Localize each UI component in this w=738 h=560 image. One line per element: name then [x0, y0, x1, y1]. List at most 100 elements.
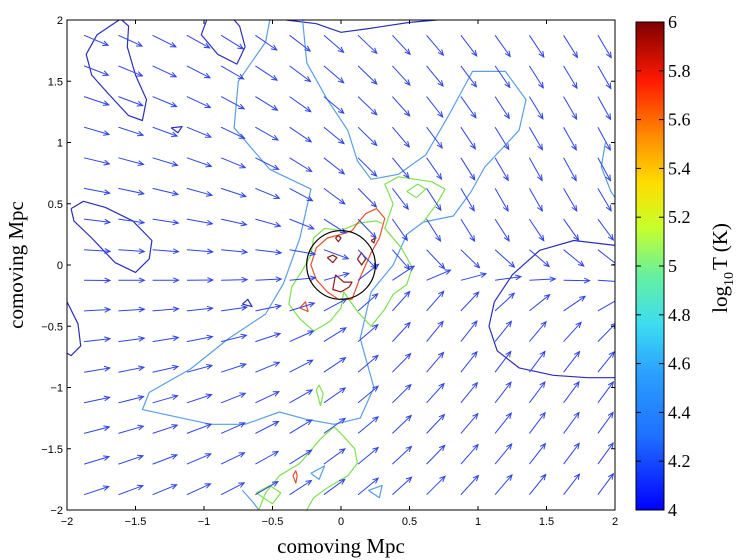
velocity-arrow-80: [84, 336, 112, 343]
velocity-arrow-145: [118, 218, 146, 225]
colorbar-tick-label-6: 5.2: [668, 207, 691, 227]
velocity-arrow-215: [323, 96, 345, 114]
velocity-arrow-26: [426, 444, 446, 465]
velocity-arrow-255: [597, 35, 612, 59]
colorbar-label-unit: T (K): [708, 223, 732, 270]
velocity-arrow-152: [357, 218, 377, 239]
colorbar-label-subscript: 10: [722, 272, 737, 286]
velocity-arrow-3: [186, 483, 212, 496]
velocity-arrow-232: [357, 65, 378, 85]
colorbar-label-log: log: [708, 286, 732, 313]
velocity-arrow-89: [392, 321, 411, 342]
velocity-arrow-182: [289, 157, 313, 173]
velocity-arrow-43: [460, 412, 479, 434]
velocity-arrow-100: [221, 305, 248, 312]
velocity-arrow-33: [118, 424, 145, 434]
velocity-arrow-93: [529, 320, 547, 342]
velocity-arrow-233: [392, 65, 411, 87]
velocity-arrow-246: [289, 34, 312, 52]
velocity-arrow-105: [392, 290, 411, 312]
velocity-arrow-62: [563, 380, 580, 404]
velocity-arrow-159: [597, 218, 615, 241]
colorbar-tick-label-2: 4.4: [668, 402, 691, 422]
velocity-arrow-46: [563, 411, 580, 434]
contour-5-line-1: [288, 176, 446, 332]
velocity-arrow-206: [563, 126, 577, 151]
velocity-arrow-249: [392, 34, 411, 56]
x-tick-label-8: 2: [612, 516, 618, 528]
velocity-arrow-77: [529, 350, 546, 373]
velocity-arrow-129: [118, 248, 146, 255]
velocity-arrow-15: [597, 472, 615, 495]
velocity-arrow-199: [323, 126, 345, 145]
velocity-arrow-186: [426, 157, 443, 181]
velocity-arrow-32: [83, 425, 111, 434]
velocity-arrow-48: [83, 395, 111, 404]
y-tick-label-3: −0.5: [41, 321, 63, 333]
velocity-arrow-225: [118, 65, 144, 77]
velocity-arrow-22: [289, 449, 313, 465]
y-tick-label-0: −2: [50, 505, 63, 517]
velocity-arrow-185: [392, 157, 410, 179]
x-tick-label-0: −2: [61, 516, 74, 528]
velocity-arrow-254: [563, 35, 579, 59]
contour-5-line-3: [258, 426, 335, 510]
velocity-arrow-42: [426, 413, 446, 434]
virial-radius-circle: [306, 230, 376, 300]
velocity-arrow-223: [597, 96, 612, 121]
velocity-arrow-37: [255, 420, 280, 434]
velocity-arrow-73: [392, 352, 412, 373]
velocity-arrow-166: [289, 187, 314, 202]
velocity-arrow-16: [83, 455, 111, 465]
contour-5-line-2: [315, 384, 324, 407]
velocity-arrow-162: [152, 187, 180, 196]
velocity-arrow-121: [392, 265, 416, 281]
velocity-arrow-101: [255, 303, 282, 312]
velocity-arrow-64: [84, 365, 111, 373]
contour-5-5-line-2: [292, 470, 298, 484]
velocity-arrow-35: [186, 423, 213, 434]
velocity-arrow-234: [426, 65, 444, 88]
velocity-arrow-240: [83, 34, 110, 46]
velocity-arrow-36: [220, 422, 247, 434]
velocity-arrow-7: [323, 478, 346, 496]
velocity-arrow-56: [357, 385, 380, 404]
velocity-arrow-25: [392, 445, 413, 465]
velocity-arrow-241: [118, 34, 144, 47]
y-tick-label-6: 1: [57, 138, 63, 150]
velocity-arrow-243: [186, 34, 211, 49]
velocity-arrow-148: [220, 218, 248, 227]
velocity-arrow-154: [426, 218, 442, 243]
contour-4-line-0: [488, 239, 615, 379]
velocity-arrow-104: [357, 292, 379, 312]
velocity-arrow-188: [494, 157, 509, 182]
velocity-arrow-78: [563, 350, 581, 373]
velocity-arrow-6: [289, 479, 313, 496]
velocity-arrow-250: [426, 34, 445, 57]
velocity-arrow-207: [597, 126, 611, 152]
velocity-arrow-131: [186, 248, 215, 255]
contour-4-line-3: [70, 200, 153, 273]
velocity-arrow-52: [220, 392, 247, 404]
velocity-arrow-113: [118, 277, 146, 284]
velocity-arrow-82: [152, 335, 180, 343]
velocity-arrow-164: [220, 187, 247, 198]
velocity-arrow-169: [392, 188, 409, 211]
velocity-arrow-173: [528, 188, 543, 213]
velocity-arrow-34: [152, 424, 179, 434]
x-tick-label-1: −1.5: [125, 516, 147, 528]
plot-area: [67, 20, 615, 510]
virial-radius-circle-layer: [306, 230, 376, 300]
velocity-arrow-88: [357, 323, 379, 342]
velocity-arrow-224: [83, 65, 110, 76]
contour-4-line-5: [170, 126, 183, 134]
velocity-arrow-112: [84, 277, 112, 284]
velocity-arrow-4: [220, 482, 246, 496]
velocity-arrow-5: [255, 480, 279, 496]
velocity-arrow-191: [597, 157, 611, 182]
velocity-arrow-68: [220, 363, 247, 373]
contour-6-line-4: [370, 237, 376, 244]
y-tick-label-4: 0: [57, 260, 63, 272]
velocity-arrow-49: [118, 395, 145, 404]
velocity-arrow-160: [84, 187, 111, 196]
